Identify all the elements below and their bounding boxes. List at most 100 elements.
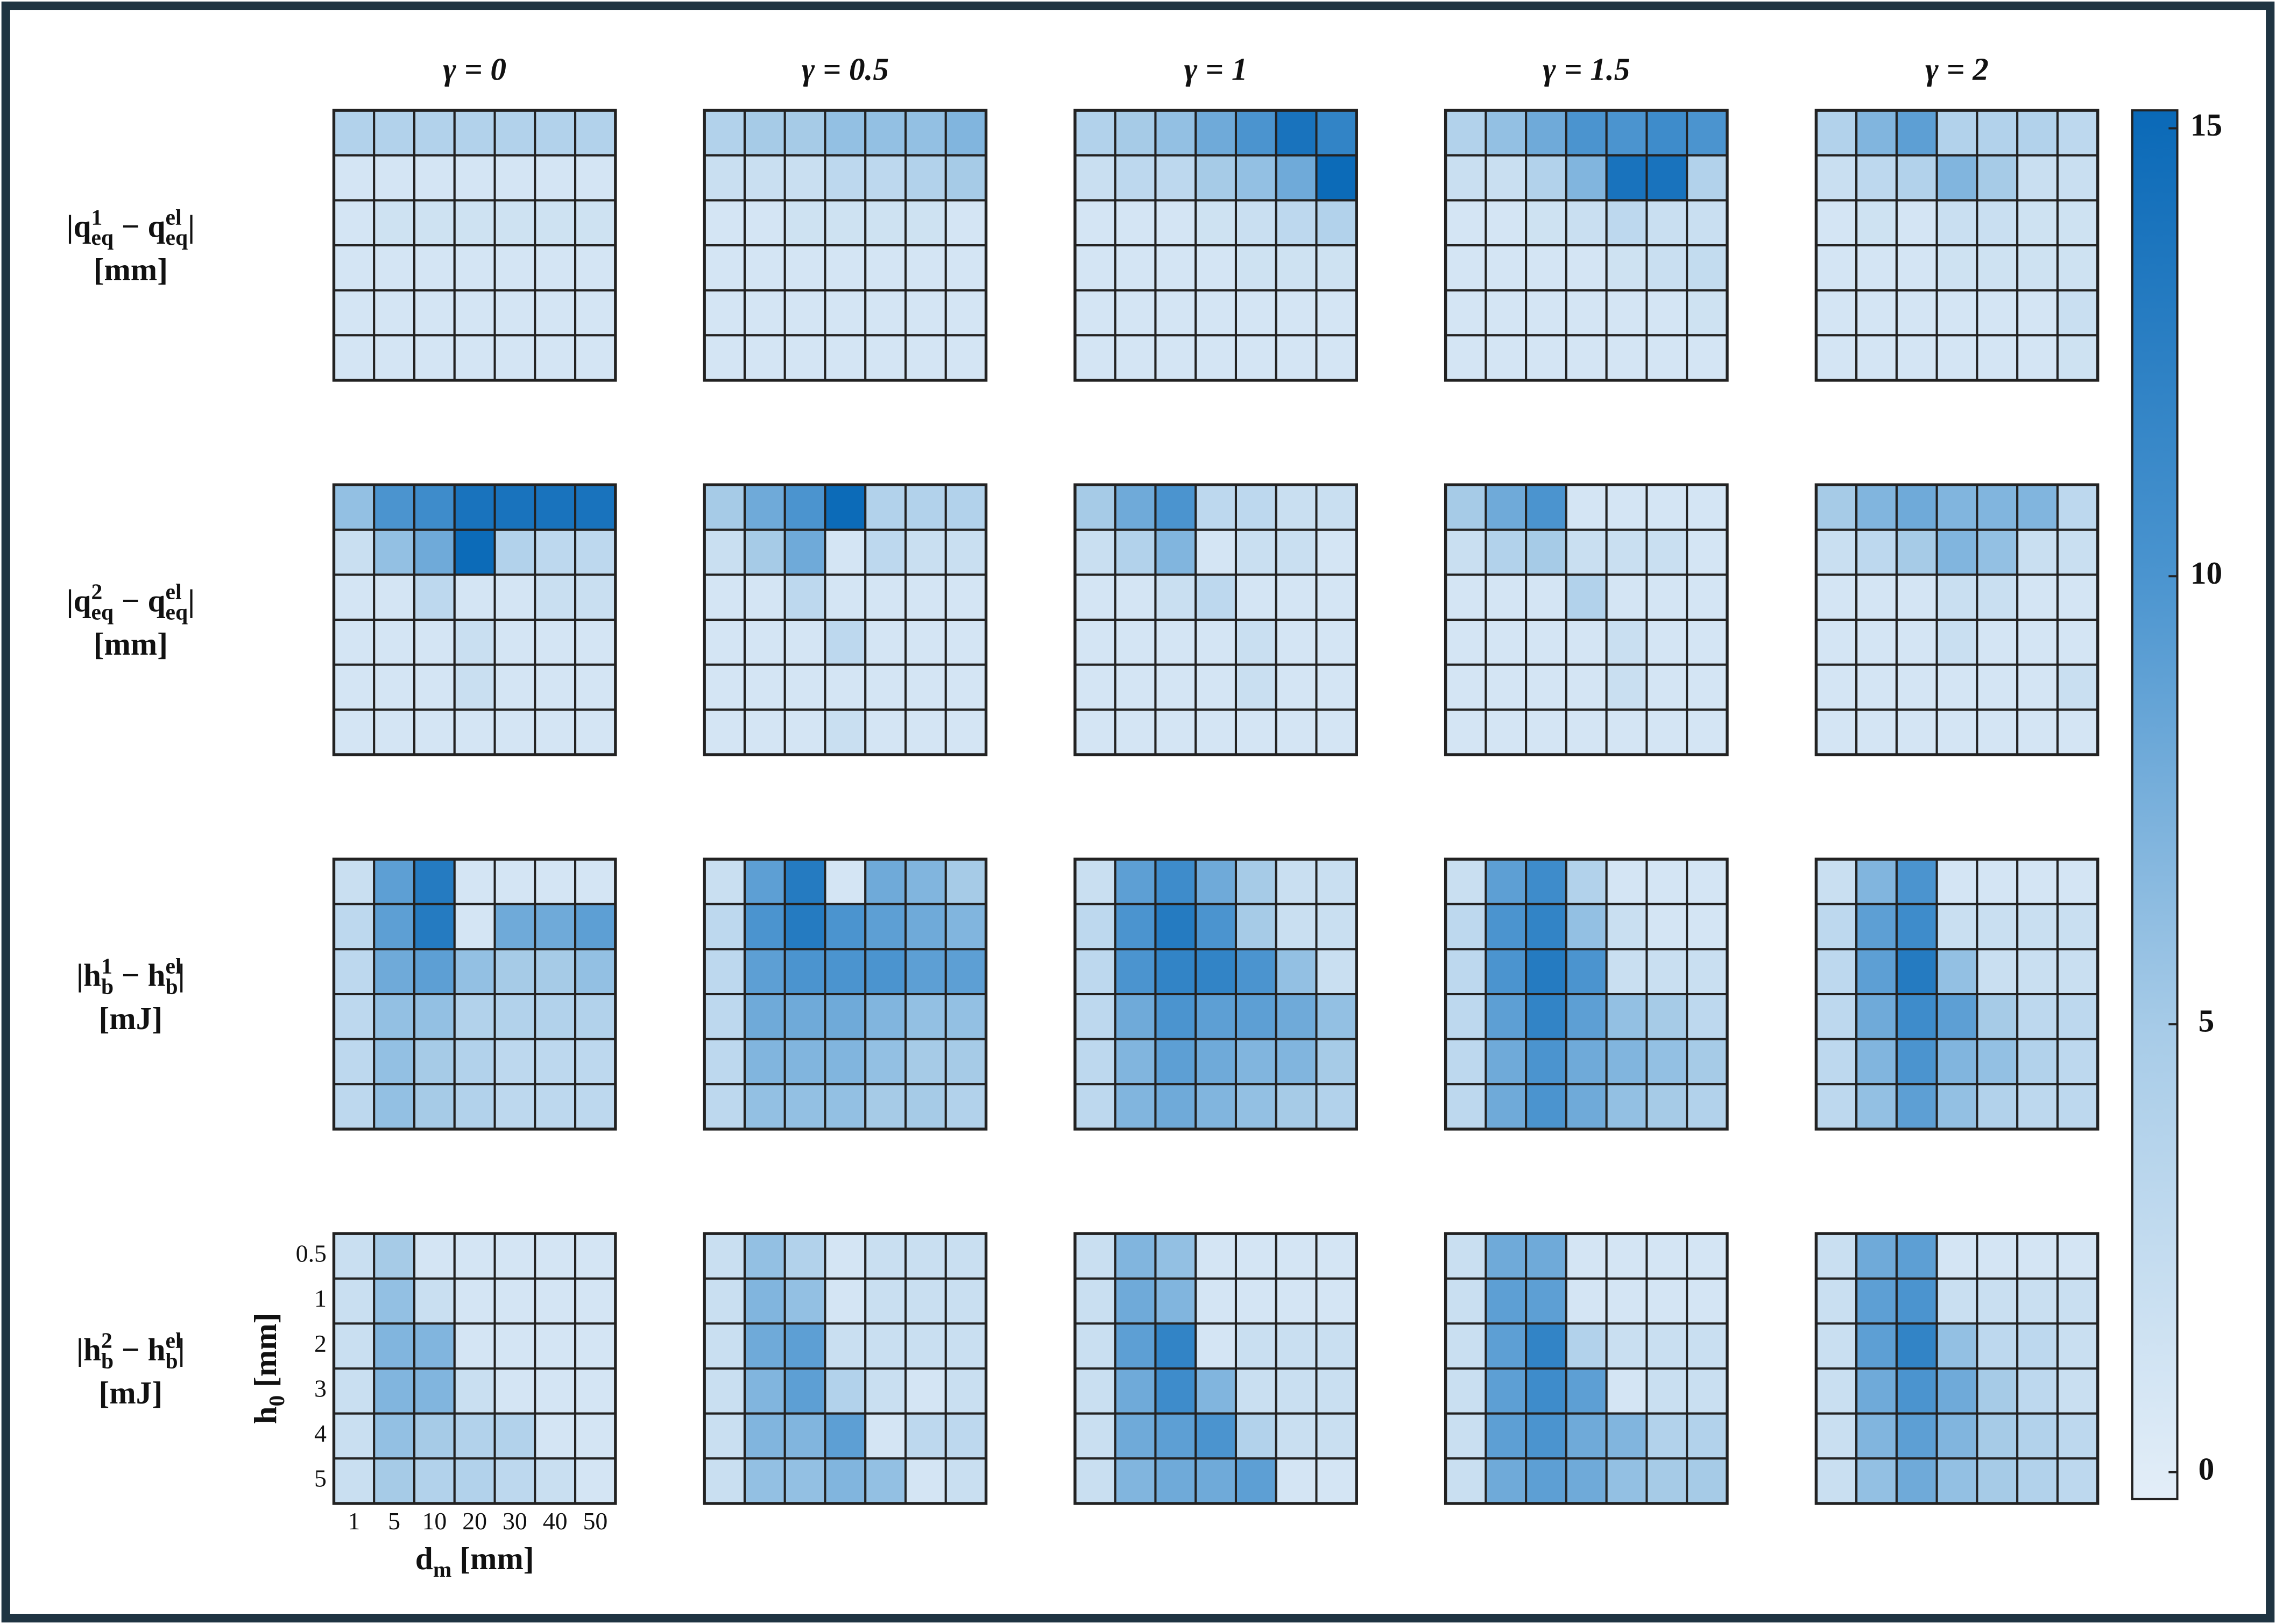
- heat-cell: [743, 244, 786, 292]
- heat-cell: [1485, 244, 1528, 292]
- heat-cell: [743, 334, 786, 381]
- heat-cell: [1686, 1083, 1729, 1130]
- heat-cell: [743, 663, 786, 711]
- heat-cell: [703, 708, 746, 756]
- heat-cell: [743, 573, 786, 621]
- heat-cell: [1605, 1038, 1648, 1086]
- heat-cell: [333, 154, 376, 202]
- heat-cell: [1605, 154, 1648, 202]
- heat-cell: [824, 1322, 867, 1370]
- heat-cell: [824, 244, 867, 292]
- heat-cell: [1815, 1232, 1858, 1280]
- heat-cell: [783, 993, 826, 1040]
- heat-cell: [904, 708, 947, 756]
- heat-cell: [373, 334, 416, 381]
- heat-cell: [1815, 573, 1858, 621]
- heat-cell: [1895, 903, 1938, 951]
- heat-cell: [574, 1322, 617, 1370]
- label-sub: m: [433, 1557, 452, 1582]
- heat-cell: [864, 244, 907, 292]
- heat-cell: [864, 1322, 907, 1370]
- heat-cell: [1525, 619, 1567, 666]
- heat-cell: [1234, 1232, 1277, 1280]
- heat-cell: [904, 1412, 947, 1460]
- heat-cell: [1275, 1412, 1318, 1460]
- heat-cell: [743, 619, 786, 666]
- heat-cell: [1855, 663, 1898, 711]
- colorbar-tick-label: 10: [2190, 555, 2222, 591]
- label-text: |h: [76, 957, 101, 992]
- heat-cell: [1976, 244, 2019, 292]
- heat-cell: [1525, 708, 1567, 756]
- heat-cell: [534, 708, 577, 756]
- heat-cell: [1565, 619, 1608, 666]
- heat-cell: [743, 528, 786, 576]
- heat-cell: [1194, 993, 1238, 1040]
- heat-cell: [1686, 334, 1729, 381]
- heat-cell: [1154, 1457, 1197, 1505]
- heat-cell: [783, 1232, 826, 1280]
- heat-cell: [783, 708, 826, 756]
- heat-cell: [1194, 484, 1238, 531]
- heat-cell: [1935, 154, 1978, 202]
- heat-cell: [1935, 1232, 1978, 1280]
- heat-cell: [944, 1277, 987, 1325]
- heat-cell: [2056, 619, 2099, 666]
- heat-cell: [1154, 528, 1197, 576]
- heat-cell: [783, 1083, 826, 1130]
- heat-cell: [1855, 619, 1898, 666]
- column-title: γ = 2: [1925, 52, 1989, 87]
- heat-cell: [1073, 199, 1116, 247]
- heat-cell: [2056, 1038, 2099, 1086]
- heat-cell: [453, 663, 496, 711]
- heat-cell: [413, 858, 456, 905]
- heat-cell: [1315, 948, 1358, 996]
- heat-cell: [1605, 858, 1648, 905]
- heat-cell: [1605, 528, 1648, 576]
- heat-cell: [1645, 528, 1688, 576]
- heat-cell: [1605, 334, 1648, 381]
- heat-cell: [904, 1367, 947, 1415]
- heat-cell: [1275, 619, 1318, 666]
- panel-border: [332, 483, 617, 756]
- heat-cell: [493, 109, 536, 157]
- label-text: h: [248, 1407, 283, 1424]
- heat-cell: [944, 573, 987, 621]
- heat-cell: [864, 993, 907, 1040]
- heat-cell: [1444, 528, 1487, 576]
- heat-cell: [574, 663, 617, 711]
- heat-cell: [1855, 1457, 1898, 1505]
- heat-cell: [453, 199, 496, 247]
- heat-cell: [333, 1038, 376, 1086]
- heat-cell: [1194, 663, 1238, 711]
- heat-cell: [1645, 619, 1688, 666]
- x-tick-label: 20: [462, 1507, 487, 1535]
- heat-cell: [453, 993, 496, 1040]
- x-tick-label: 1: [348, 1507, 360, 1535]
- heat-cell: [1444, 154, 1487, 202]
- heat-cell: [1073, 903, 1116, 951]
- heat-cell: [904, 948, 947, 996]
- heat-cell: [1935, 1367, 1978, 1415]
- heat-cell: [1315, 708, 1358, 756]
- heat-cell: [783, 109, 826, 157]
- heat-cell: [1234, 663, 1277, 711]
- heat-cell: [1315, 528, 1358, 576]
- heat-cell: [333, 1322, 376, 1370]
- heat-cell: [1895, 993, 1938, 1040]
- label-text: |: [178, 1331, 185, 1367]
- heat-cell: [333, 619, 376, 666]
- heat-cell: [1073, 484, 1116, 531]
- heat-cell: [1565, 993, 1608, 1040]
- heat-cell: [453, 1038, 496, 1086]
- heat-cell: [1855, 858, 1898, 905]
- heat-cell: [703, 858, 746, 905]
- heat-cell: [1525, 1412, 1567, 1460]
- heat-cell: [1234, 1457, 1277, 1505]
- heat-cell: [373, 1412, 416, 1460]
- heat-cell: [1154, 1232, 1197, 1280]
- heat-cell: [824, 528, 867, 576]
- heat-cell: [1525, 199, 1567, 247]
